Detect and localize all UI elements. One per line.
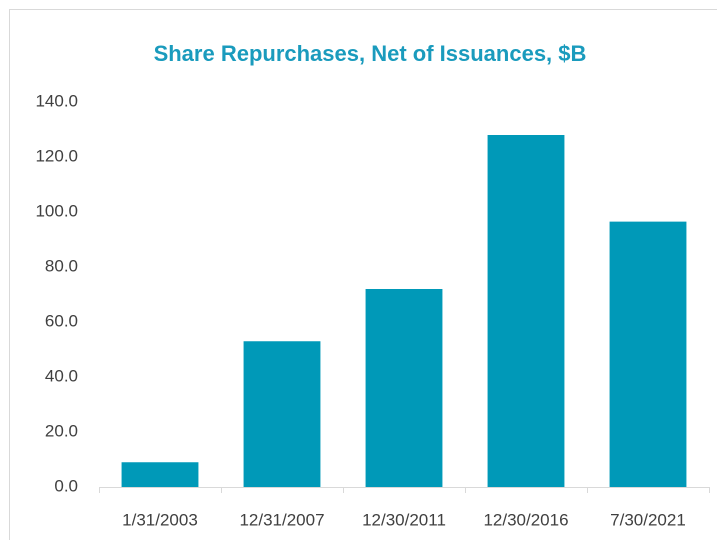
bar [487, 135, 565, 487]
x-tick-label: 12/30/2011 [362, 510, 446, 529]
x-tick-label: 7/30/2021 [610, 510, 686, 529]
y-tick-label: 0.0 [54, 476, 78, 495]
x-tick-label: 1/31/2003 [122, 510, 198, 529]
chart-title: Share Repurchases, Net of Issuances, $B [154, 41, 587, 66]
x-tick-label: 12/31/2007 [239, 510, 324, 529]
y-tick-label: 60.0 [45, 311, 78, 330]
chart-border [9, 9, 717, 540]
y-tick-label: 20.0 [45, 421, 78, 440]
x-tick-label: 12/30/2016 [483, 510, 568, 529]
y-tick-label: 40.0 [45, 366, 78, 385]
bar [365, 289, 443, 487]
y-tick-label: 100.0 [35, 201, 78, 220]
y-tick-label: 140.0 [35, 91, 78, 110]
y-tick-label: 120.0 [35, 146, 78, 165]
bar [609, 221, 687, 487]
bar [121, 462, 199, 487]
bar [243, 341, 321, 487]
y-tick-label: 80.0 [45, 256, 78, 275]
